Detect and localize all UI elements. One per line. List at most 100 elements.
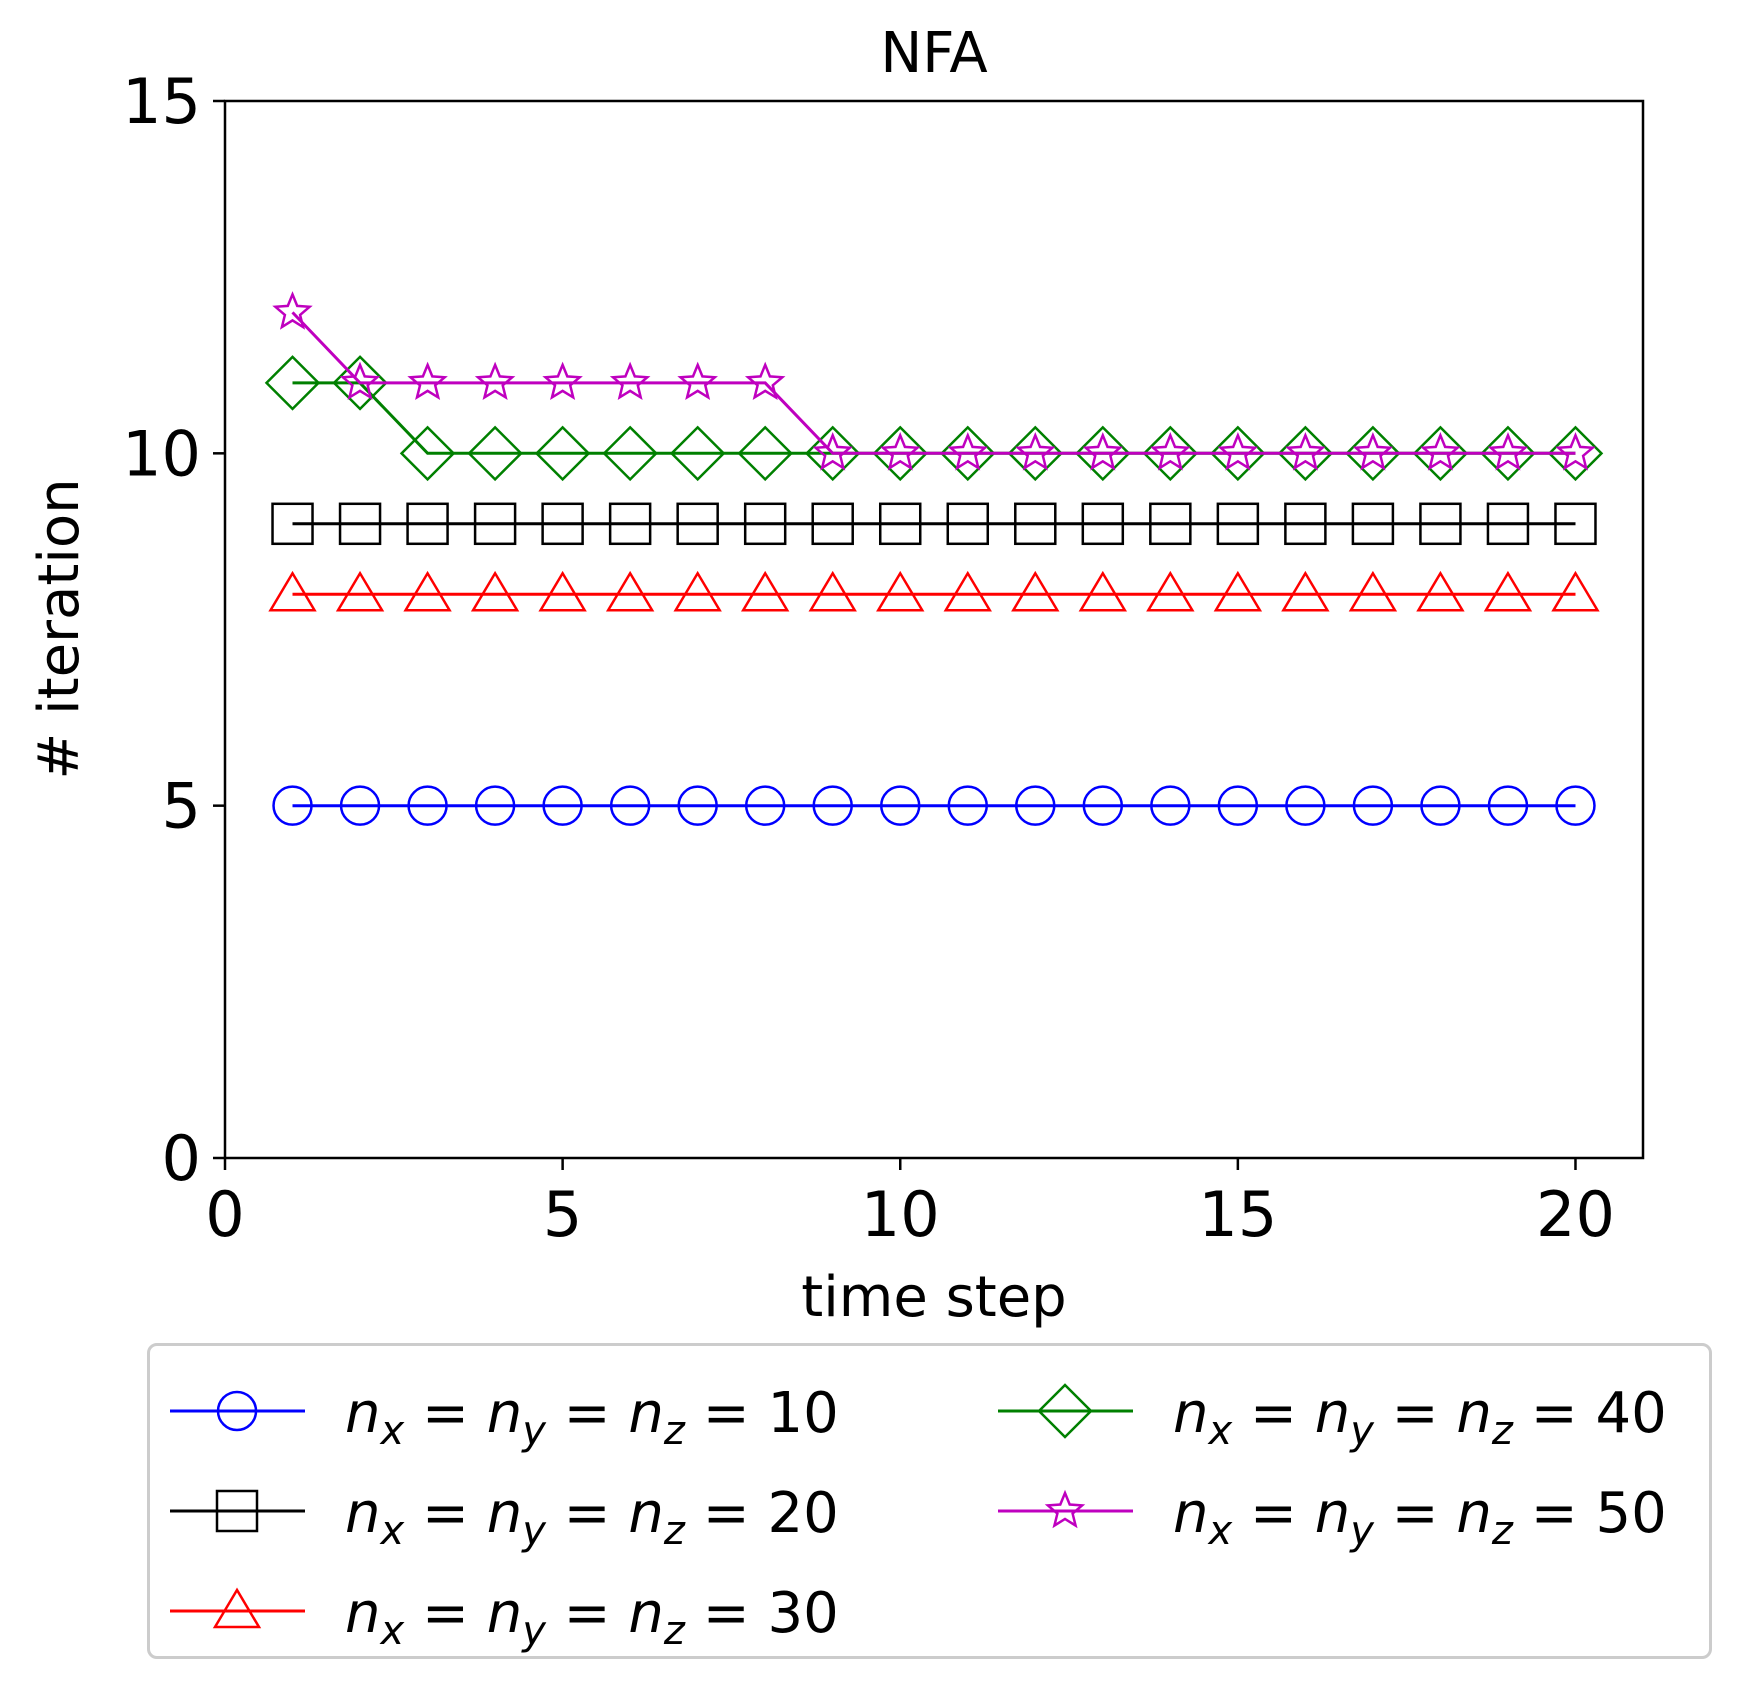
y-tick-label: 15 [122,65,201,138]
data-point [876,570,925,612]
legend-value: 20 [767,1481,839,1546]
legend-label: nx = ny = nz = 30 [345,1581,839,1655]
data-point [1483,570,1533,612]
data-point [1075,425,1131,482]
data-point [1345,425,1401,482]
legend-value: 50 [1595,1481,1667,1546]
data-point [272,785,313,826]
data-point [812,431,853,471]
data-point [534,425,591,482]
data-point [605,570,655,612]
legend-var1: n [345,1581,381,1646]
y-tick-label: 0 [162,1122,201,1195]
data-point [879,785,921,826]
legend-label: nx = ny = nz = 50 [1173,1481,1667,1555]
data-point [1014,502,1057,546]
legend-sub2: y [1350,1408,1374,1455]
legend-var2: n [1314,1381,1351,1446]
data-point [1150,431,1191,471]
y-tick-label: 10 [122,417,201,490]
data-point [1420,431,1461,471]
legend-sub2: y [522,1408,546,1455]
data-point [335,570,385,612]
data-point [1487,431,1529,471]
legend-sub1: x [380,1508,405,1555]
legend-sub1: x [1208,1408,1233,1455]
data-point [1217,431,1259,471]
legend-label: nx = ny = nz = 10 [345,1381,839,1455]
plot-frame [223,99,1645,1160]
legend-sub1: x [1208,1508,1233,1555]
data-point [1281,570,1330,612]
data-point [744,361,786,401]
data-point [1412,425,1469,482]
data-point [1142,425,1199,482]
data-point [808,570,857,612]
series-5 [272,291,1596,471]
data-point [676,502,719,546]
data-point [878,502,922,546]
data-point [1555,431,1596,471]
data-point [947,431,989,471]
x-tick-label: 0 [205,1178,244,1251]
data-point [1551,570,1600,612]
data-point [1352,785,1394,826]
data-point [744,785,786,826]
x-tick-label: 10 [861,1178,940,1251]
data-point [740,570,790,612]
data-point [1486,502,1530,546]
legend-sub2: y [522,1608,546,1655]
data-point [467,425,523,482]
data-point [804,425,861,482]
data-point [1348,570,1398,612]
legend-label: nx = ny = nz = 40 [1173,1381,1667,1455]
data-point [542,361,583,401]
legend-swatch [170,1587,305,1629]
legend-swatch [170,1489,305,1533]
data-point [669,425,726,482]
x-tick-label: 15 [1198,1178,1277,1251]
data-point [1150,785,1191,826]
data-point [947,785,989,826]
data-point [272,291,313,330]
data-point [1007,425,1064,482]
data-point [474,785,516,826]
legend-sub1: x [380,1408,405,1455]
data-point [812,785,853,826]
data-point [332,355,388,411]
data-point [1419,502,1462,546]
data-point [1487,785,1529,826]
data-point [339,785,381,826]
legend-sub2: y [1350,1508,1374,1555]
data-point [943,570,992,612]
data-point [406,502,449,546]
data-point [1078,570,1128,612]
legend-sub3: z [1491,1408,1513,1455]
data-point [541,502,584,546]
data-point [677,785,718,826]
data-point [1285,785,1326,826]
data-point [538,570,587,612]
data-point [473,502,517,546]
data-point [673,570,722,612]
legend-var3: n [1456,1481,1492,1546]
data-point [737,425,793,482]
series-1 [272,785,1596,826]
data-point [1277,425,1334,482]
data-point [271,502,314,546]
x-tick-label: 5 [543,1178,582,1251]
legend-var1: n [345,1381,381,1446]
chart-title: NFA [880,21,987,86]
legend-marker [216,1390,258,1432]
data-point [1015,785,1056,826]
legend-entry: nx = ny = nz = 10 [170,1361,870,1461]
legend-var1: n [1173,1481,1209,1546]
legend-sub3: z [1491,1508,1513,1555]
data-point [946,502,990,546]
data-point [1210,425,1266,482]
legend-marker [212,1587,262,1629]
legend-entry: nx = ny = nz = 20 [170,1461,870,1561]
data-point [1217,785,1259,826]
legend-sub3: z [663,1408,685,1455]
